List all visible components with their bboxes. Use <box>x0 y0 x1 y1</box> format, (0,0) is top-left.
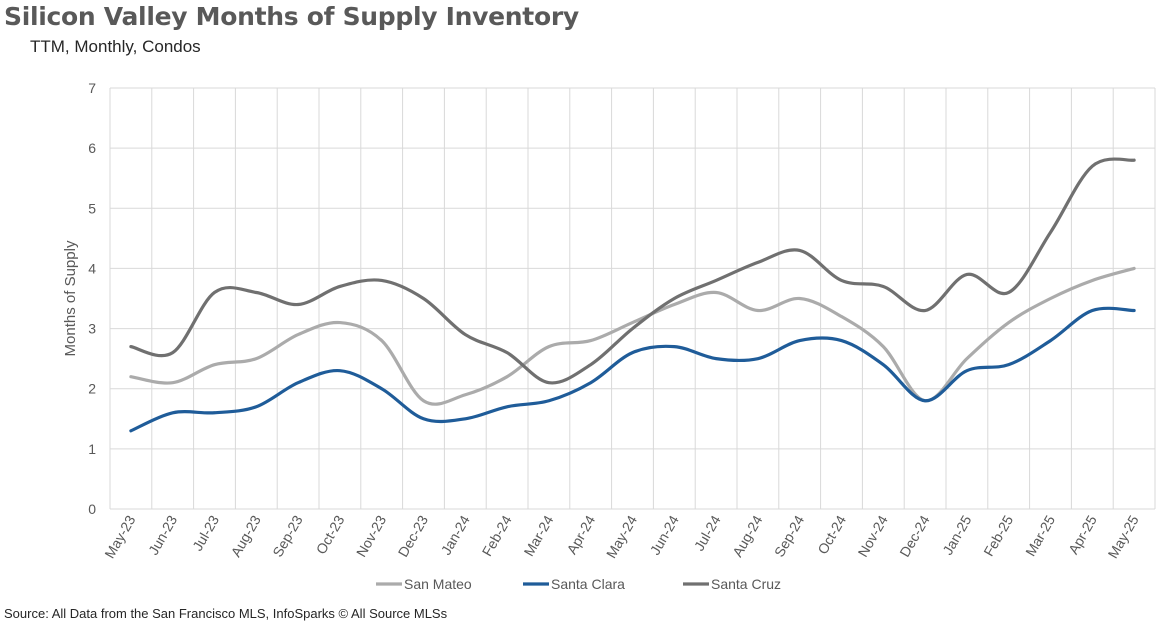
x-tick-label: Apr-25 <box>1065 512 1100 557</box>
x-tick-label: Mar-24 <box>520 512 556 559</box>
y-axis-label: Months of Supply <box>62 240 79 356</box>
x-tick-label: Jan-25 <box>939 512 974 557</box>
x-tick-label: Oct-24 <box>814 512 849 557</box>
legend-label-san-mateo: San Mateo <box>404 576 472 592</box>
x-tick-label: Jun-24 <box>647 512 682 557</box>
x-tick-label: Oct-23 <box>313 512 348 557</box>
y-tick-label: 1 <box>88 441 96 457</box>
x-tick-label: Feb-24 <box>479 512 515 559</box>
y-tick-label: 7 <box>88 80 96 96</box>
series-line-santa-cruz <box>129 157 1136 385</box>
x-tick-label: Jan-24 <box>438 512 473 557</box>
y-tick-label: 2 <box>88 381 96 397</box>
legend-label-santa-cruz: Santa Cruz <box>711 576 781 592</box>
x-tick-label: Apr-24 <box>563 512 598 557</box>
x-tick-label: Mar-25 <box>1022 512 1058 559</box>
x-tick-label: Jul-24 <box>691 512 724 553</box>
x-tick-label: Feb-25 <box>980 512 1016 559</box>
x-tick-label: May-25 <box>1104 512 1141 561</box>
x-tick-label: Dec-23 <box>395 512 432 559</box>
x-tick-label: May-24 <box>603 512 640 561</box>
y-tick-label: 5 <box>88 200 96 216</box>
x-tick-label: May-23 <box>101 512 138 561</box>
y-tick-label: 4 <box>88 260 96 276</box>
legend-label-santa-clara: Santa Clara <box>551 576 625 592</box>
source-note: Source: All Data from the San Francisco … <box>4 606 448 621</box>
x-tick-label: Sep-23 <box>269 512 306 559</box>
chart-subtitle: TTM, Monthly, Condos <box>30 37 201 56</box>
x-tick-label: Aug-24 <box>729 512 766 559</box>
x-tick-label: Sep-24 <box>771 512 808 559</box>
chart-title: Silicon Valley Months of Supply Inventor… <box>4 2 579 31</box>
x-tick-label: Jun-23 <box>145 512 180 557</box>
y-tick-label: 6 <box>88 140 96 156</box>
x-tick-label: Aug-23 <box>227 512 264 559</box>
series-line-santa-clara <box>129 306 1136 433</box>
y-tick-label: 0 <box>88 501 96 517</box>
x-tick-label: Jul-23 <box>189 512 222 553</box>
series-line-san-mateo <box>129 266 1136 406</box>
x-tick-label: Dec-24 <box>896 512 933 559</box>
y-tick-label: 3 <box>88 321 96 337</box>
x-tick-label: Nov-24 <box>854 512 891 559</box>
x-tick-label: Nov-23 <box>353 512 390 559</box>
